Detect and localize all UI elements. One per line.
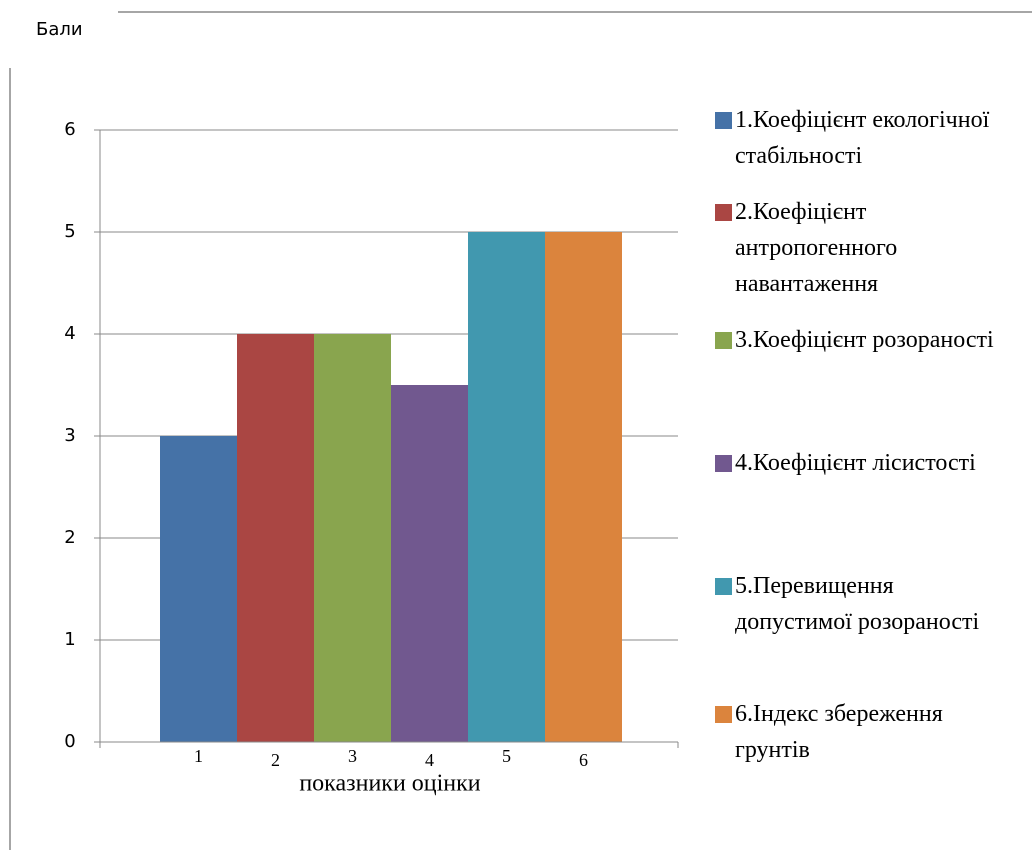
legend-entry: 5.Перевищення допустимої розораності <box>712 568 1002 640</box>
legend-label: 4.Коефіцієнт лісистості <box>735 450 976 476</box>
legend-entry: 1.Коефіцієнт екологічної стабільності <box>712 102 1002 174</box>
legend-swatch <box>715 578 732 595</box>
bar <box>545 232 622 742</box>
legend-label: 6.Індекс збереження грунтів <box>735 701 943 763</box>
y-tick-label: 3 <box>64 425 75 446</box>
legend-entry: 6.Індекс збереження грунтів <box>712 696 1002 768</box>
legend-swatch <box>715 455 732 472</box>
y-axis-title: Бали <box>36 19 83 40</box>
legend-entry: 2.Коефіцієнт антропогенного навантаження <box>712 194 1002 302</box>
x-tick-label: 5 <box>502 746 511 766</box>
x-axis-title: показники оцінки <box>299 771 480 797</box>
legend-label: 5.Перевищення допустимої розораності <box>735 573 980 635</box>
y-tick-label: 0 <box>64 731 75 752</box>
y-tick-label: 1 <box>64 629 75 650</box>
y-tick-label: 5 <box>64 221 75 242</box>
y-tick-label: 6 <box>64 119 75 140</box>
bar <box>391 385 468 742</box>
legend-entry: 4.Коефіцієнт лісистості <box>712 445 1002 481</box>
legend-entry: 3.Коефіцієнт розораності <box>712 322 1002 358</box>
x-tick-label: 1 <box>194 746 203 766</box>
x-tick-label: 2 <box>271 750 280 770</box>
legend-swatch <box>715 112 732 129</box>
y-tick-label: 4 <box>64 323 75 344</box>
x-tick-label: 6 <box>579 750 588 770</box>
legend-swatch <box>715 706 732 723</box>
x-tick-label: 3 <box>348 746 357 766</box>
bar <box>237 334 314 742</box>
bar <box>160 436 237 742</box>
x-tick-label: 4 <box>425 750 434 770</box>
legend-swatch <box>715 204 732 221</box>
legend-swatch <box>715 332 732 349</box>
legend-label: 2.Коефіцієнт антропогенного навантаження <box>735 199 898 297</box>
legend-label: 3.Коефіцієнт розораності <box>735 327 994 353</box>
y-tick-label: 2 <box>64 527 75 548</box>
legend-label: 1.Коефіцієнт екологічної стабільності <box>735 107 990 169</box>
bar <box>314 334 391 742</box>
bar <box>468 232 545 742</box>
